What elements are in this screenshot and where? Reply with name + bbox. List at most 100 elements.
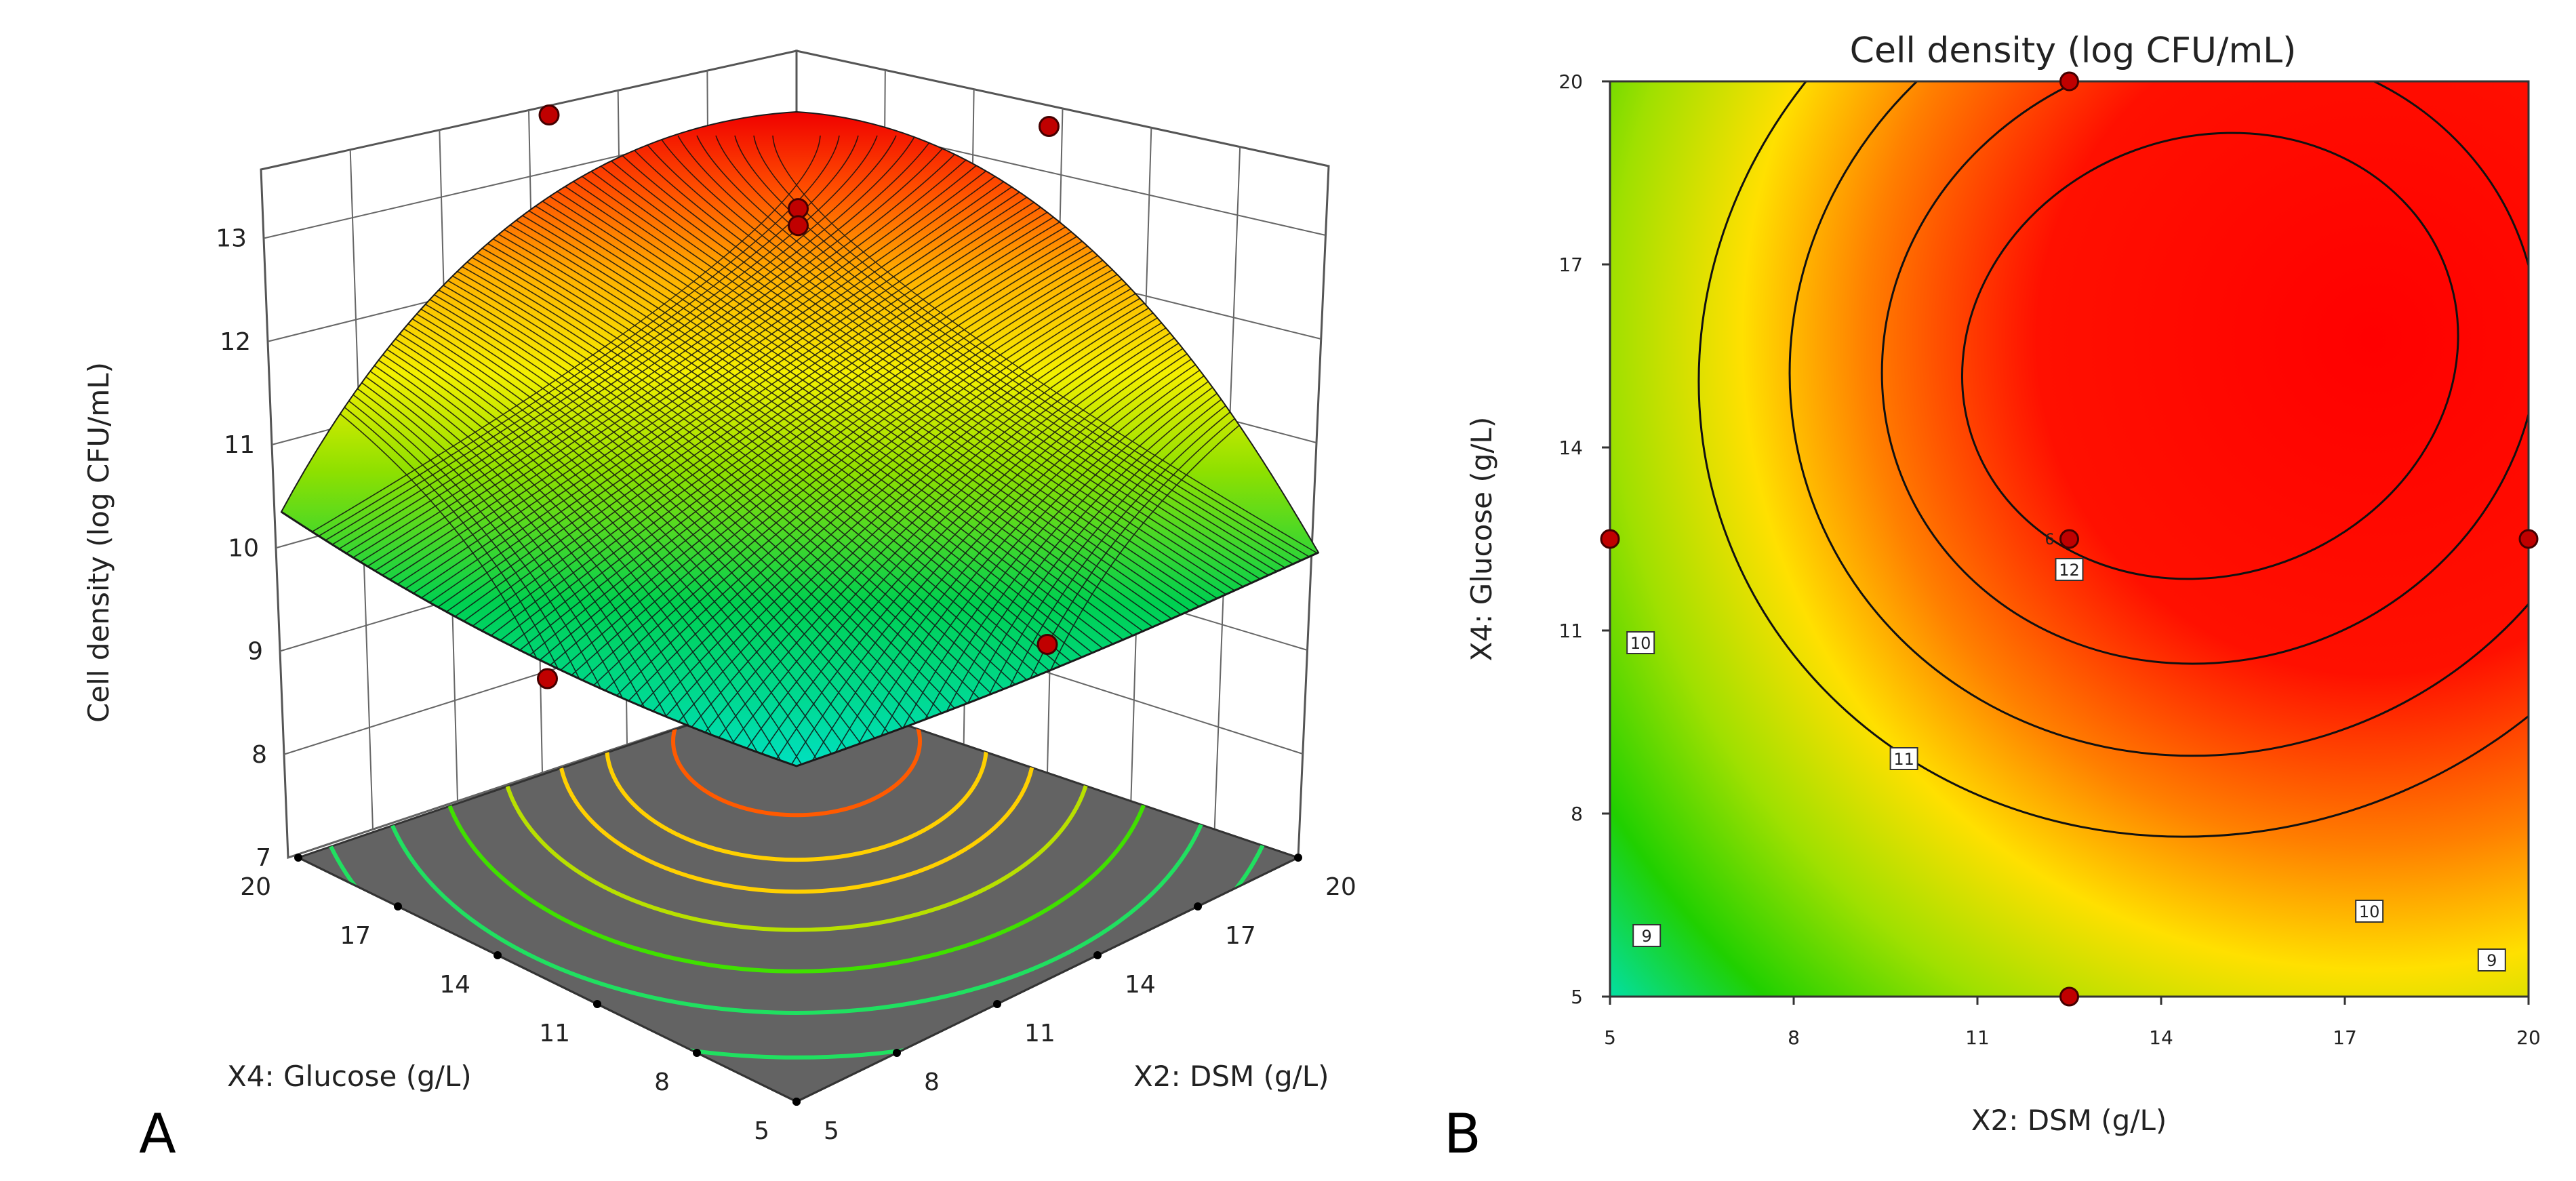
design-point [788,215,809,237]
panel-b-label: B [1444,1102,1481,1165]
x-tick-mark [1294,854,1302,862]
y-tick-mark [394,902,402,910]
x-axis-label-3d: X2: DSM (g/L) [1133,1060,1329,1093]
y-tick-label: 14 [439,971,470,999]
mesh-line [281,135,868,766]
z-tick-label: 12 [220,328,251,356]
x-tick-label: 20 [1325,873,1356,901]
mesh-line [744,135,1319,766]
mesh-line [687,135,1319,766]
y-tick-mark [792,1098,801,1106]
design-points-2d: 6 [1600,71,2539,1007]
design-point [2059,529,2079,549]
y-tick-mark [294,854,302,862]
contour-label-box [2055,558,2084,581]
mesh-line [281,135,830,766]
mesh-line [782,135,1319,766]
mesh-line [658,135,1319,766]
x-tick-label: 5 [1604,1026,1616,1049]
mesh-line [281,135,916,766]
x-tick-label: 14 [1125,971,1156,999]
replicate-count: 6 [2045,532,2055,548]
mesh-line [649,135,1319,766]
mesh-line [281,135,878,766]
mesh-line [801,135,1319,766]
y-tick-mark [593,1000,601,1008]
contour-lines [1697,81,2529,838]
mesh-line [696,135,1319,766]
mesh-line [601,135,1319,766]
x-tick-label: 11 [1024,1020,1055,1047]
contour-x-axis-label: X2: DSM (g/L) [1971,1104,2167,1137]
y-tick-label: 14 [1558,437,1583,459]
design-point [1039,116,1060,137]
design-point [1037,634,1058,655]
z-tick-label: 11 [224,431,255,459]
mesh-line [677,135,1319,766]
mesh-line [592,135,1319,766]
x-tick-label: 8 [1788,1026,1800,1049]
mesh-line [281,135,773,766]
y-tick-label: 20 [240,873,271,901]
y-tick-label: 17 [340,922,371,950]
contour-labels: 12 11 10 10 9 9 [1626,558,2506,972]
mesh-line [281,135,1058,766]
contour-line [1697,81,2529,838]
mesh-line [753,135,1319,766]
z-tick-label: 7 [256,844,271,872]
contour-line [1880,81,2529,665]
y-tick-mark [494,951,502,959]
contour-label-text: 9 [2487,951,2497,970]
y-axis-label-3d: X4: Glucose (g/L) [227,1060,472,1093]
panel-a-label: A [139,1102,176,1165]
mesh-line [281,135,992,766]
design-point [537,668,558,689]
mesh-line [630,135,1319,766]
y-tick-label: 20 [1558,71,1583,93]
y-tick-mark [693,1049,701,1057]
design-point [2059,71,2079,92]
x-tick-label: 11 [1965,1026,1990,1049]
mesh-line [281,135,859,766]
mesh-line [281,135,944,766]
contour-label-box [1889,747,1918,770]
contour-label-box [2355,900,2384,923]
mesh-line [281,135,973,766]
mesh-line [573,135,1319,766]
mesh-line [715,135,1319,766]
mesh-line [639,135,1319,766]
mesh-line [281,135,897,766]
mesh-line [281,135,982,766]
x-tick-mark [1093,951,1102,959]
y-tick-label: 17 [1558,254,1583,276]
floor-contour [671,688,922,818]
y-tick-label: 8 [1571,803,1583,825]
mesh-line [281,135,811,766]
design-point [538,104,560,126]
mesh-line [281,135,887,766]
contour-label-text: 11 [1893,750,1914,769]
y-tick-label: 8 [654,1068,670,1096]
z-tick-label: 9 [247,638,263,666]
contour-ticks: 5 8 11 14 17 20 5 8 11 14 17 20 [1558,71,2540,1049]
mesh-line [281,135,1077,766]
contour-label-text: 10 [2359,902,2380,921]
y-tick-label: 5 [1571,986,1583,1008]
x-tick-mark [1194,902,1202,910]
mesh-line [734,135,1319,766]
mesh-line [281,135,954,766]
x-tick-mark [993,1000,1001,1008]
mesh-line [281,135,1039,766]
contour-line [1788,81,2529,757]
surface-front-edge [281,511,1319,767]
y-tick-label: 11 [1558,620,1583,642]
z-axis-label: Cell density (log CFU/mL) [82,362,115,723]
mesh-line [281,135,935,766]
design-point [2518,529,2539,549]
contour-plot-panel: 12 11 10 10 9 9 6 5 8 11 14 17 20 5 8 11 14 17 20 Cell d… [1444,31,2541,1165]
contour-label-text: 12 [2059,561,2080,580]
contour-label-box [1626,631,1655,654]
contour-line [1960,132,2459,580]
